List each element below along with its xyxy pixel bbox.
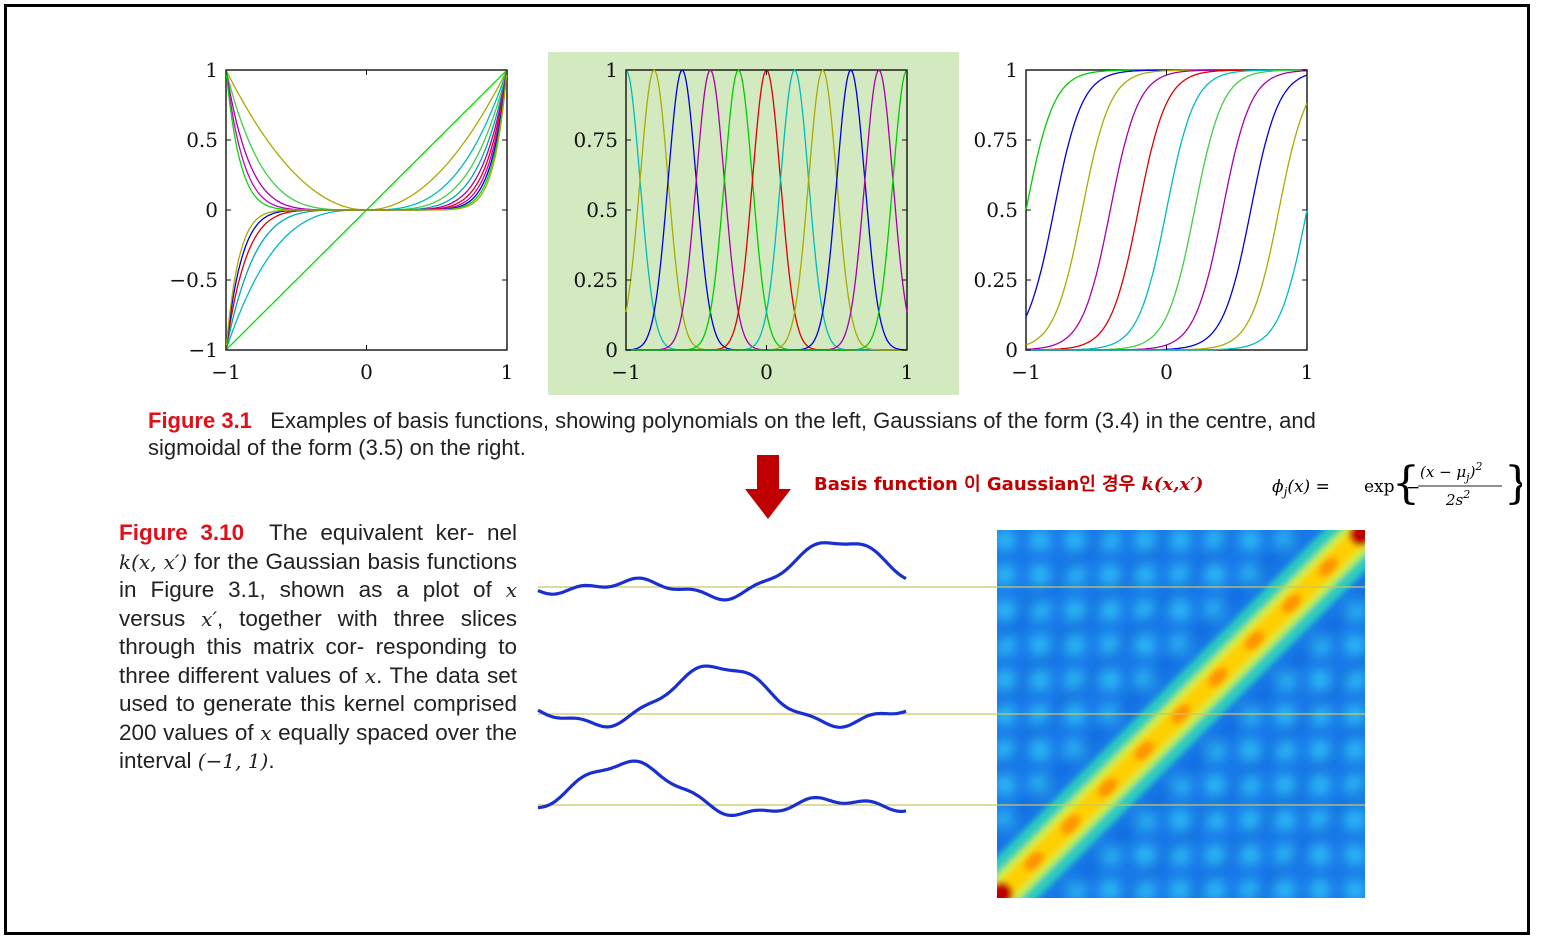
caption-310-text-2: for the Gaussian basis functions in Figu…: [119, 548, 517, 603]
y-tick-label: 0: [205, 198, 218, 222]
note-text: Basis function 이 Gaussian인 경우: [814, 474, 1142, 495]
y-tick-label: 1: [1005, 58, 1018, 82]
note-kernel: k(x,x′): [1141, 474, 1204, 495]
basis-curve: [225, 69, 508, 351]
down-arrow-icon: [745, 455, 791, 519]
y-tick-label: 0: [1005, 338, 1018, 362]
caption-310-text-1: The equivalent ker- nel: [269, 520, 517, 545]
svg-text:−: −: [1406, 478, 1420, 498]
y-tick-label: −0.5: [169, 268, 218, 292]
caption-310-text-5: . The data set used to generate this ker…: [119, 662, 517, 745]
polynomial-plot: 1 0.5 0 −0.5 −1−1 0 1: [169, 58, 513, 384]
svg-text:2s2: 2s2: [1445, 488, 1470, 509]
caption-310-math-5: x: [260, 720, 272, 745]
caption-310-math-4: x: [364, 663, 377, 688]
caption-310-text-4: , together with three slices through thi…: [119, 605, 517, 688]
x-tick-label: 0: [1160, 360, 1173, 384]
caption-310-math-6: (−1, 1): [197, 749, 269, 773]
y-tick-label: 0.25: [573, 268, 618, 292]
figure-3-1-label: Figure 3.1: [148, 408, 252, 433]
figure-3-1-text: Examples of basis functions, showing pol…: [148, 408, 1316, 460]
gaussian-highlight: [548, 52, 959, 395]
x-tick-label: 0: [760, 360, 773, 384]
caption-310-math-3: x′: [201, 606, 217, 631]
x-tick-label: −1: [1011, 360, 1040, 384]
y-tick-label: 0.25: [973, 268, 1018, 292]
svg-text:}: }: [1504, 458, 1522, 509]
sigmoid-plot: 10.750.50.250−1 0 1: [973, 58, 1313, 384]
y-tick-label: 0.5: [986, 198, 1018, 222]
figure-3-10-label: Figure 3.10: [119, 520, 245, 545]
x-tick-label: −1: [211, 360, 240, 384]
x-tick-label: 1: [501, 360, 514, 384]
y-tick-label: −1: [189, 338, 218, 362]
x-tick-label: 1: [1301, 360, 1314, 384]
caption-310-math-2: x: [505, 578, 517, 602]
figure-3-1-caption: Figure 3.1 Examples of basis functions, …: [148, 407, 1388, 461]
svg-text:ϕj(x) =: ϕj(x) =: [1272, 477, 1330, 499]
svg-text:(x − μj)2: (x − μj)2: [1420, 460, 1482, 484]
svg-text:exp: exp: [1364, 477, 1395, 497]
x-tick-label: 1: [901, 360, 914, 384]
svg-text:{: {: [1392, 458, 1420, 509]
figure-3-10-caption: Figure 3.10 The equivalent ker- nel k(x,…: [119, 519, 517, 776]
gaussian-kernel-note: Basis function 이 Gaussian인 경우 k(x,x′): [814, 470, 1203, 496]
y-tick-label: 0.75: [973, 128, 1018, 152]
caption-310-math-1: k(x, x′): [119, 549, 188, 574]
x-tick-label: −1: [611, 360, 640, 384]
y-tick-label: 1: [205, 58, 218, 82]
y-tick-label: 0: [605, 338, 618, 362]
y-tick-label: 0.75: [573, 128, 618, 152]
caption-310-text-6: equally spaced over the interval: [119, 719, 517, 774]
caption-310-text-3: versus: [119, 605, 202, 631]
gaussian-plot: 10.750.50.250−1 0 1: [573, 58, 913, 384]
x-tick-label: 0: [360, 360, 373, 384]
caption-310-text-7: .: [268, 748, 275, 773]
gaussian-basis-formula: ϕj(x) = exp { − (x − μj)2 2s2 }: [1272, 458, 1522, 509]
y-tick-label: 0.5: [186, 128, 218, 152]
y-tick-label: 1: [605, 58, 618, 82]
y-tick-label: 0.5: [586, 198, 618, 222]
figure-3-1-plots: 10.50−0.5−1−1 0 1 10.750.50.250−1 0 1 10.750…: [169, 52, 1313, 395]
